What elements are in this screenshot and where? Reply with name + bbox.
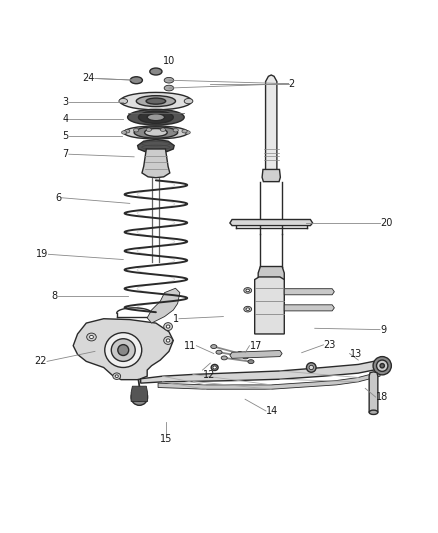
Ellipse shape [184, 99, 193, 104]
Polygon shape [258, 266, 284, 279]
Ellipse shape [131, 389, 148, 405]
Ellipse shape [309, 365, 314, 370]
Text: 8: 8 [52, 291, 58, 301]
Ellipse shape [373, 357, 391, 375]
Ellipse shape [248, 360, 254, 364]
Ellipse shape [120, 92, 192, 110]
Polygon shape [230, 220, 313, 225]
Ellipse shape [145, 128, 167, 136]
Text: 22: 22 [35, 357, 47, 366]
Ellipse shape [244, 288, 252, 293]
Text: 1: 1 [173, 314, 179, 324]
Ellipse shape [150, 68, 162, 75]
Polygon shape [141, 360, 380, 383]
Text: 24: 24 [83, 74, 95, 84]
Ellipse shape [164, 322, 173, 330]
Ellipse shape [185, 131, 190, 134]
Ellipse shape [134, 128, 139, 132]
Text: 4: 4 [63, 114, 69, 124]
Polygon shape [147, 288, 180, 323]
Text: 23: 23 [323, 340, 336, 350]
Text: 15: 15 [160, 434, 172, 443]
Polygon shape [265, 75, 277, 171]
Polygon shape [284, 305, 334, 311]
Ellipse shape [134, 127, 178, 138]
Ellipse shape [173, 128, 178, 132]
Ellipse shape [127, 109, 184, 125]
Ellipse shape [164, 336, 173, 344]
Ellipse shape [130, 77, 142, 84]
Text: 18: 18 [376, 392, 388, 402]
Ellipse shape [115, 375, 118, 377]
Ellipse shape [164, 77, 174, 83]
Text: 10: 10 [163, 56, 175, 66]
Ellipse shape [211, 365, 218, 370]
Ellipse shape [111, 339, 135, 361]
Polygon shape [131, 386, 148, 401]
Text: 6: 6 [55, 193, 61, 203]
Text: 14: 14 [266, 406, 278, 416]
Ellipse shape [124, 126, 188, 139]
Text: 7: 7 [63, 149, 69, 159]
Ellipse shape [164, 85, 174, 91]
Ellipse shape [146, 128, 152, 132]
Polygon shape [369, 372, 378, 413]
Ellipse shape [244, 306, 252, 312]
Polygon shape [142, 149, 170, 177]
Text: 13: 13 [350, 349, 362, 359]
Polygon shape [138, 140, 174, 152]
Polygon shape [158, 372, 380, 389]
Polygon shape [73, 319, 173, 379]
Ellipse shape [369, 410, 378, 415]
Ellipse shape [113, 373, 120, 379]
Text: 3: 3 [63, 97, 69, 107]
Text: 20: 20 [380, 218, 392, 228]
Ellipse shape [213, 366, 216, 369]
Ellipse shape [87, 333, 96, 341]
Ellipse shape [211, 345, 217, 349]
Ellipse shape [246, 308, 250, 310]
Ellipse shape [166, 339, 170, 342]
Ellipse shape [237, 352, 243, 356]
Ellipse shape [160, 128, 166, 132]
Ellipse shape [243, 355, 249, 359]
Polygon shape [254, 277, 284, 334]
Ellipse shape [135, 393, 144, 401]
Ellipse shape [125, 130, 130, 133]
Ellipse shape [221, 356, 227, 360]
Text: 11: 11 [184, 341, 196, 351]
Ellipse shape [119, 99, 127, 104]
Ellipse shape [147, 114, 165, 120]
Ellipse shape [89, 335, 93, 338]
Polygon shape [262, 169, 280, 182]
Ellipse shape [307, 362, 316, 372]
Text: 12: 12 [202, 370, 215, 380]
Ellipse shape [182, 130, 187, 133]
Ellipse shape [380, 364, 385, 368]
Text: 5: 5 [63, 131, 69, 141]
Ellipse shape [216, 350, 222, 354]
Polygon shape [230, 351, 282, 358]
Text: 9: 9 [380, 325, 386, 335]
Text: 19: 19 [36, 249, 48, 260]
Ellipse shape [121, 131, 127, 134]
Ellipse shape [246, 289, 250, 292]
Text: 2: 2 [289, 79, 295, 88]
Ellipse shape [146, 98, 166, 104]
Ellipse shape [118, 345, 129, 356]
Text: 17: 17 [250, 341, 262, 351]
Ellipse shape [377, 360, 388, 372]
Ellipse shape [166, 325, 170, 328]
Ellipse shape [136, 96, 176, 107]
Ellipse shape [105, 333, 142, 367]
Ellipse shape [138, 111, 173, 123]
Polygon shape [284, 289, 334, 295]
